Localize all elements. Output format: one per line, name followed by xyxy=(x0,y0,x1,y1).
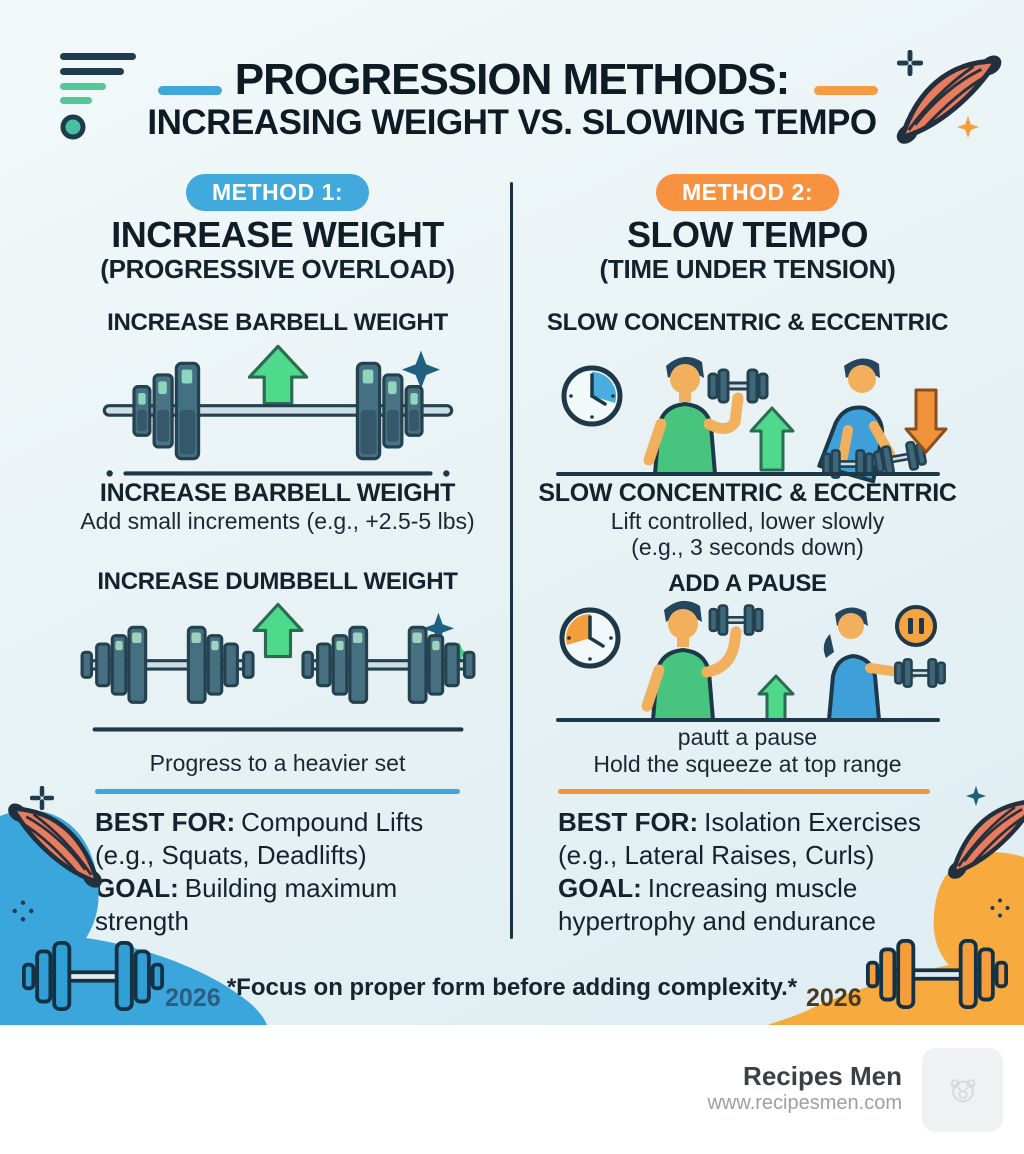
star-sparkle-icon xyxy=(401,350,440,389)
method1-badge: METHOD 1: xyxy=(60,174,495,211)
method1-section1-caption-title: INCREASE BARBELL WEIGHT xyxy=(99,479,456,507)
method1-divider xyxy=(95,789,460,794)
method2-section1-heading: SLOW CONCENTRIC & ECCENTRIC xyxy=(546,309,949,336)
brand-name: Recipes Men xyxy=(743,1061,902,1091)
up-arrow-icon xyxy=(749,406,795,472)
up-arrow-icon xyxy=(252,602,304,659)
method2-subtitle: (TIME UNDER TENSION) xyxy=(599,254,896,284)
footer xyxy=(0,1025,1024,1154)
star-sparkle-icon xyxy=(957,116,979,138)
header-lines-decoration xyxy=(60,53,136,104)
up-arrow-icon xyxy=(757,674,795,722)
down-arrow-icon xyxy=(904,388,948,454)
year-badge-left: 2026 xyxy=(165,984,221,1012)
title-dash-left xyxy=(158,86,222,95)
method1-subtitle: (PROGRESSIVE OVERLOAD) xyxy=(100,254,455,284)
method1-best-for: BEST FOR: Compound Lifts (e.g., Squats, D… xyxy=(95,806,467,871)
lowering-figure xyxy=(817,358,927,484)
plus-sparkle-icon xyxy=(897,50,923,76)
muscle-icon xyxy=(896,55,1002,144)
method2-badge-pill: METHOD 2: xyxy=(656,174,839,211)
lateral-raise-figure xyxy=(823,605,946,722)
goal-text: Increasing muscle hypertrophy and endura… xyxy=(558,873,877,936)
dumbbell-icon xyxy=(707,368,769,404)
method2-title: SLOW TEMPO xyxy=(627,214,869,255)
pause-badge-icon xyxy=(895,605,937,647)
best-for-text: Compound Lifts (e.g., Squats, Deadlifts) xyxy=(95,807,424,870)
year-badge-right: 2026 xyxy=(806,984,862,1012)
dumbbell-icon xyxy=(22,940,164,1012)
barbell-illustration xyxy=(102,344,454,477)
method2-goal: GOAL: Increasing muscle hypertrophy and e… xyxy=(558,872,940,937)
clock-icon xyxy=(559,607,621,669)
footer-brand-block: Recipes Men www.recipesmen.com xyxy=(500,1061,902,1115)
up-arrow-icon xyxy=(247,344,309,406)
method2-section1-caption-line1: Lift controlled, lower slowly xyxy=(610,508,885,534)
star-sparkle-icon xyxy=(422,612,455,645)
footnote: *Focus on proper form before adding comp… xyxy=(226,974,798,1001)
plus-sparkle-icon xyxy=(30,786,54,810)
dumbbell-icon xyxy=(708,604,764,636)
method2-badge: METHOD 2: xyxy=(530,174,965,211)
dots-sparkle-icon xyxy=(12,900,34,922)
clock-icon xyxy=(561,365,623,427)
column-divider xyxy=(510,182,513,939)
brand-logo xyxy=(922,1048,1003,1132)
flexing-figure xyxy=(641,600,764,722)
best-for-label: BEST FOR: xyxy=(558,807,699,837)
muscle-icon xyxy=(8,803,102,888)
bear-logo-icon xyxy=(950,1079,975,1103)
best-for-label: BEST FOR: xyxy=(95,807,236,837)
lifting-figure xyxy=(643,356,769,476)
dumbbell-icon xyxy=(894,658,946,688)
goal-label: GOAL: xyxy=(558,873,642,903)
star-sparkle-icon xyxy=(966,786,986,806)
tempo-illustration xyxy=(556,356,948,484)
method1-goal: GOAL: Building maximum strength xyxy=(95,872,467,937)
best-for-text: Isolation Exercises (e.g., Lateral Raise… xyxy=(558,807,921,870)
method2-section1-caption-title: SLOW CONCENTRIC & ECCENTRIC xyxy=(538,479,957,507)
method2-section1-caption-line2: (e.g., 3 seconds down) xyxy=(631,534,864,560)
goal-text: Building maximum strength xyxy=(95,873,398,936)
goal-label: GOAL: xyxy=(95,873,179,903)
method2-section2-caption-line1: pautt a pause xyxy=(677,724,818,750)
method1-section2-heading: INCREASE DUMBBELL WEIGHT xyxy=(97,568,458,595)
brand-website: www.recipesmen.com xyxy=(707,1091,902,1114)
method1-section1-caption-text: Add small increments (e.g., +2.5-5 lbs) xyxy=(80,508,475,534)
page-title-line1: PROGRESSION METHODS: xyxy=(234,55,791,104)
method1-section2-caption-text: Progress to a heavier set xyxy=(149,750,406,776)
muscle-icon xyxy=(948,796,1024,879)
method1-title: INCREASE WEIGHT xyxy=(111,214,444,255)
page-title-line2: INCREASING WEIGHT VS. SLOWING TEMPO xyxy=(147,103,877,142)
bullet-circle-icon xyxy=(60,114,86,140)
title-dash-right xyxy=(814,86,878,95)
method1-badge-pill: METHOD 1: xyxy=(186,174,369,211)
dumbbells-illustration xyxy=(80,602,476,732)
dumbbell-icon xyxy=(873,440,927,476)
method2-divider xyxy=(558,789,930,794)
dumbbell-icon xyxy=(866,938,1008,1010)
method2-section2-heading: ADD A PAUSE xyxy=(668,570,827,597)
method1-section1-heading: INCREASE BARBELL WEIGHT xyxy=(107,309,448,336)
method2-best-for: BEST FOR: Isolation Exercises (e.g., Late… xyxy=(558,806,940,871)
dots-sparkle-icon xyxy=(990,898,1010,918)
method2-section2-caption-line2: Hold the squeeze at top range xyxy=(593,751,902,777)
pause-illustration xyxy=(556,600,946,722)
dumbbell-icon xyxy=(822,449,874,479)
